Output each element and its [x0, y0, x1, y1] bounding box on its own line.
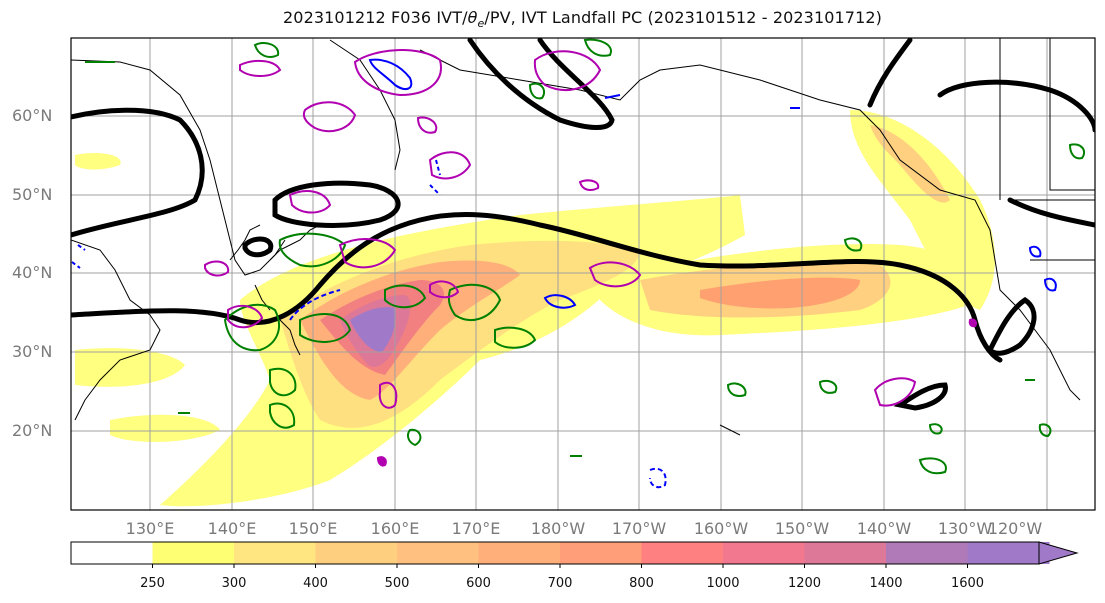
black-contours	[71, 38, 1095, 411]
colorbar-segment	[397, 542, 479, 564]
colorbar-tick-label: 1200	[787, 576, 822, 591]
colorbar-segment	[641, 542, 724, 564]
blue-contours	[71, 58, 1057, 489]
colorbar-tick-label: 500	[384, 576, 410, 591]
lon-label-150e: 150°E	[288, 519, 338, 538]
lon-label-170e: 170°E	[451, 519, 501, 538]
colorbar-tick-label: 800	[629, 576, 654, 591]
lat-label-50n: 50°N	[12, 185, 53, 204]
colorbar-segment	[71, 542, 153, 564]
lon-label-140w: 140°W	[856, 519, 912, 538]
lat-label-20n: 20°N	[12, 421, 53, 440]
colorbar-segment	[560, 542, 642, 564]
colorbar-tick-label: 250	[140, 576, 165, 591]
coastlines	[71, 38, 1095, 436]
colorbar-tick-label: 1400	[869, 576, 903, 591]
lon-label-140e: 140°E	[207, 519, 257, 538]
lon-label-120w: 120°W	[987, 519, 1043, 538]
colorbar-frame	[70, 541, 1040, 565]
lon-label-130e: 130°E	[125, 519, 175, 538]
colorbar-tick-label: 300	[221, 576, 247, 591]
colorbar-tick-label: 1000	[706, 576, 740, 591]
lon-label-180w: 180°W	[530, 519, 586, 538]
lat-label-40n: 40°N	[12, 263, 53, 282]
lon-label-160w: 160°W	[693, 519, 749, 538]
lon-label-160e: 160°E	[370, 519, 420, 538]
colorbar	[70, 541, 1079, 568]
colorbar-segment	[804, 542, 887, 564]
colorbar-segment	[886, 542, 968, 564]
colorbar-tick-label: 400	[303, 576, 328, 591]
colorbar-segment	[478, 542, 561, 564]
colorbar-extend-arrow	[1038, 541, 1079, 565]
colorbar-tick-label: 700	[547, 576, 573, 591]
magenta-contours	[204, 49, 978, 467]
colorbar-segment	[723, 542, 805, 564]
colorbar-tick-label: 600	[466, 576, 491, 591]
green-contours	[85, 38, 1086, 475]
colorbar-segment	[152, 542, 235, 564]
map-title: 2023101212 F036 IVT/θe/PV, IVT Landfall …	[283, 8, 882, 31]
colorbar-segment	[234, 542, 316, 564]
colorbar-segment	[967, 542, 1050, 564]
map-frame	[70, 37, 1096, 511]
colorbar-tick-label: 1600	[950, 576, 985, 591]
lon-label-170w: 170°W	[611, 519, 667, 538]
lon-label-150w: 150°W	[774, 519, 830, 538]
lon-label-130w: 130°W	[937, 519, 993, 538]
lat-label-30n: 30°N	[12, 342, 53, 361]
lat-label-60n: 60°N	[12, 106, 53, 125]
colorbar-segment	[315, 542, 398, 564]
